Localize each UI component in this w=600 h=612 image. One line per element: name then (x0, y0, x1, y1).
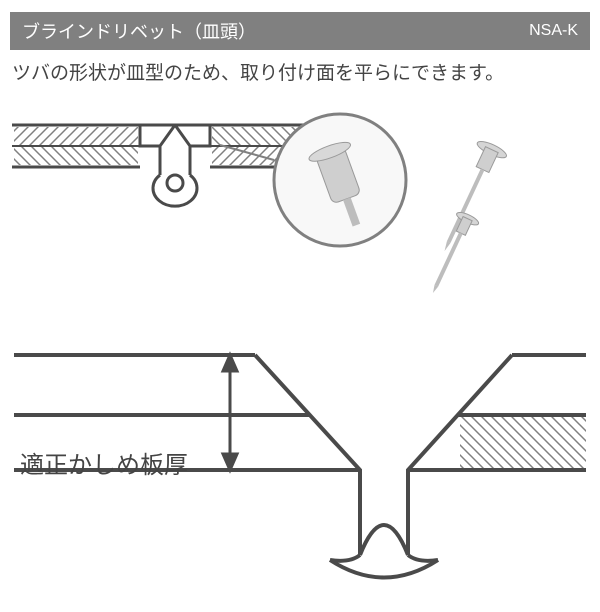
diagram-area: 適正かしめ板厚 (0, 95, 600, 595)
product-title: ブラインドリベット（皿頭） (22, 18, 256, 44)
product-code: NSA-K (529, 22, 578, 40)
rivets-photo (422, 138, 508, 298)
grip-thickness-label: 適正かしめ板厚 (20, 445, 188, 480)
product-description: ツバの形状が皿型のため、取り付け面を平らにできます。 (12, 58, 588, 85)
diagram-svg (0, 95, 600, 595)
header-bar: ブラインドリベット（皿頭） NSA-K (10, 12, 590, 50)
